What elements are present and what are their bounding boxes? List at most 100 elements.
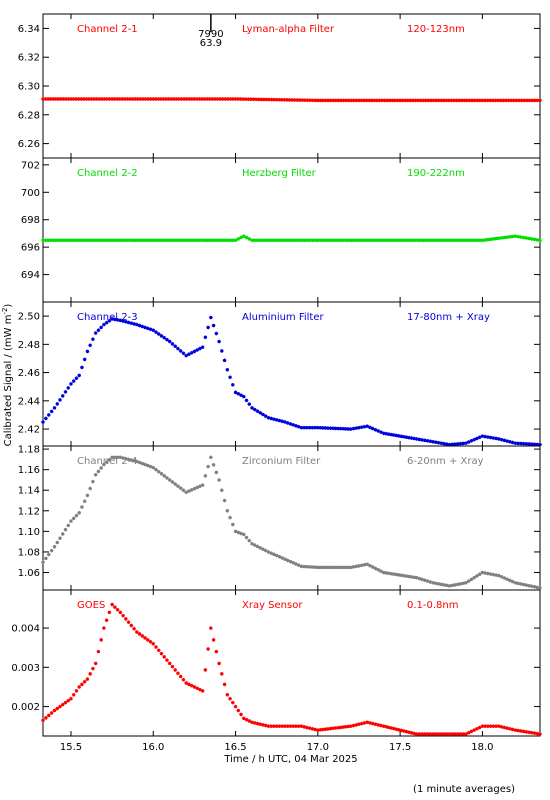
data-point	[148, 97, 153, 101]
data-point	[331, 238, 336, 243]
data-point	[321, 727, 325, 732]
data-point	[69, 519, 73, 523]
data-point	[167, 339, 172, 344]
data-point	[466, 730, 471, 735]
data-point	[470, 98, 474, 103]
data-point	[247, 538, 252, 543]
data-point	[263, 723, 268, 728]
data-point	[161, 238, 166, 243]
data-point	[169, 97, 174, 101]
data-point	[365, 562, 370, 567]
data-point	[110, 602, 114, 607]
data-point	[129, 623, 134, 628]
data-point	[313, 727, 317, 732]
data-point	[279, 238, 283, 243]
data-point	[434, 238, 438, 243]
data-point	[508, 439, 512, 444]
data-point	[206, 647, 210, 651]
data-point	[197, 238, 202, 243]
data-point	[413, 98, 418, 103]
data-point	[447, 584, 452, 588]
data-point	[376, 723, 380, 727]
data-point	[99, 325, 103, 330]
data-point	[107, 610, 112, 615]
data-point	[87, 97, 91, 101]
data-point	[477, 572, 482, 577]
data-point	[385, 98, 390, 103]
data-point	[49, 548, 54, 553]
data-point	[228, 696, 232, 701]
data-point	[391, 726, 396, 731]
data-point	[184, 490, 188, 495]
data-point	[211, 463, 216, 467]
panel-filter-label: Aluminium Filter	[242, 312, 325, 323]
data-point	[220, 672, 224, 676]
data-point	[294, 238, 299, 243]
data-point	[192, 97, 197, 101]
data-point	[102, 626, 106, 630]
data-point	[159, 651, 164, 656]
data-point	[384, 724, 388, 729]
data-point	[198, 687, 202, 692]
data-point	[343, 427, 348, 431]
data-point	[454, 238, 459, 243]
data-point	[348, 427, 353, 431]
data-point	[439, 582, 444, 587]
data-point	[274, 97, 279, 102]
y-tick-label: 2.42	[18, 425, 40, 436]
data-point	[55, 706, 60, 711]
data-point	[390, 238, 395, 243]
data-point	[280, 724, 284, 728]
data-point	[503, 235, 507, 240]
data-point	[88, 486, 92, 491]
data-point	[102, 322, 106, 327]
data-point	[323, 238, 328, 243]
data-point	[508, 235, 513, 239]
data-point	[214, 649, 219, 654]
data-point	[538, 732, 542, 736]
data-point	[118, 318, 123, 323]
data-point	[269, 416, 274, 421]
data-point	[69, 696, 73, 701]
data-point	[370, 238, 374, 243]
data-point	[280, 556, 284, 560]
data-point	[480, 98, 485, 103]
data-point	[102, 97, 107, 101]
data-point	[277, 97, 282, 102]
data-point	[502, 438, 507, 443]
data-point	[397, 573, 401, 577]
data-point	[71, 379, 76, 383]
data-point	[202, 238, 207, 243]
data-point	[529, 442, 534, 446]
data-point	[151, 465, 156, 470]
data-series	[41, 602, 542, 736]
data-point	[287, 238, 291, 243]
data-point	[365, 720, 370, 725]
data-point	[338, 565, 343, 570]
data-point	[217, 339, 221, 344]
data-point	[478, 98, 482, 103]
data-point	[285, 558, 290, 563]
data-point	[143, 462, 147, 467]
data-point	[46, 97, 50, 101]
data-point	[379, 723, 383, 728]
data-point	[143, 238, 148, 243]
x-tick-label: 17.5	[389, 742, 411, 753]
data-point	[99, 466, 103, 470]
data-point	[477, 725, 482, 730]
data-point	[74, 97, 78, 101]
data-point	[414, 437, 419, 441]
data-point	[259, 97, 264, 102]
y-tick-label: 0.002	[11, 702, 40, 713]
data-point	[256, 97, 261, 102]
data-point	[346, 427, 351, 431]
data-point	[409, 575, 414, 579]
data-point	[261, 723, 265, 727]
data-point	[357, 98, 361, 103]
data-point	[223, 238, 228, 243]
data-point	[491, 436, 496, 440]
data-point	[182, 238, 186, 243]
data-point	[181, 677, 186, 682]
data-point	[190, 97, 194, 101]
